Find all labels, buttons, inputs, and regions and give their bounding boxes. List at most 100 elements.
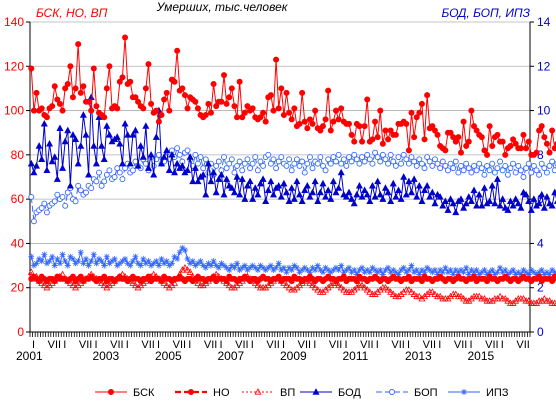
data-point xyxy=(51,153,59,160)
x-month-label: VII xyxy=(173,339,186,351)
data-point xyxy=(239,264,246,271)
data-point xyxy=(217,170,225,178)
data-point xyxy=(510,267,517,273)
data-point xyxy=(221,154,227,161)
data-point xyxy=(27,268,35,275)
data-point xyxy=(223,278,230,285)
chart-title: Умерших, тыс.человек xyxy=(156,0,289,14)
data-point xyxy=(520,174,527,180)
data-point xyxy=(465,193,473,200)
data-point xyxy=(260,109,267,116)
data-point xyxy=(484,278,491,285)
data-point xyxy=(551,145,556,152)
data-point xyxy=(267,160,274,167)
data-point xyxy=(309,188,317,196)
data-point xyxy=(176,151,183,158)
data-point xyxy=(96,169,102,176)
data-point xyxy=(145,258,152,265)
data-point xyxy=(395,271,402,278)
data-point xyxy=(301,169,308,176)
data-point xyxy=(369,264,376,271)
data-point xyxy=(90,251,97,258)
data-point xyxy=(538,190,546,198)
x-month-label: I xyxy=(126,339,129,351)
x-month-label: VII xyxy=(79,339,92,351)
data-point xyxy=(325,87,332,94)
data-point xyxy=(241,109,248,116)
data-point xyxy=(455,269,462,276)
x-month-label: VII xyxy=(391,339,404,351)
data-point xyxy=(533,271,540,278)
data-point xyxy=(332,107,339,114)
right-tick-label: 0 xyxy=(537,325,544,339)
data-point xyxy=(270,107,277,114)
data-point xyxy=(275,105,282,112)
data-point xyxy=(223,175,231,182)
data-point xyxy=(197,258,204,265)
data-point xyxy=(536,273,543,280)
data-point xyxy=(280,112,287,119)
data-point xyxy=(361,123,368,130)
data-point xyxy=(249,195,257,202)
data-point xyxy=(46,258,53,265)
data-point xyxy=(205,100,212,107)
data-point xyxy=(502,151,509,158)
data-point xyxy=(387,197,395,205)
data-point xyxy=(129,131,137,138)
data-point xyxy=(398,267,405,273)
data-point xyxy=(103,85,110,92)
data-point xyxy=(439,158,446,165)
data-point xyxy=(530,269,537,276)
data-point xyxy=(329,177,337,185)
data-point xyxy=(178,162,186,169)
data-point xyxy=(429,162,436,169)
data-point xyxy=(447,129,454,136)
data-point xyxy=(51,198,58,205)
data-point xyxy=(535,199,543,207)
data-point xyxy=(304,160,311,167)
x-axis: I VII I VII I VII I VII I VII I VII I VII I VII I VII I VII… xyxy=(16,331,531,363)
data-point xyxy=(92,159,100,167)
data-point xyxy=(234,114,241,121)
data-point xyxy=(452,290,460,297)
data-point xyxy=(402,190,410,198)
x-month-label: VII xyxy=(454,339,467,351)
data-point xyxy=(403,269,410,276)
data-point xyxy=(85,170,93,178)
data-point xyxy=(186,268,194,275)
data-point xyxy=(327,127,334,134)
data-point xyxy=(385,136,392,143)
data-point xyxy=(311,177,319,185)
data-point xyxy=(296,162,303,169)
data-point xyxy=(340,273,347,280)
data-point xyxy=(507,165,514,172)
legend-label: ИПЗ xyxy=(486,387,509,399)
data-point xyxy=(53,175,61,182)
legend-item-БСК: БСК xyxy=(95,387,155,399)
data-point xyxy=(75,258,82,265)
x-month-label: I xyxy=(345,339,348,351)
data-point xyxy=(116,78,123,85)
data-point xyxy=(59,193,66,200)
data-point xyxy=(163,89,170,96)
data-point xyxy=(416,156,423,163)
data-point xyxy=(116,139,124,147)
data-point xyxy=(415,292,423,300)
data-point xyxy=(85,98,92,105)
data-point xyxy=(363,190,371,198)
x-year-label: 2007 xyxy=(218,349,245,363)
data-point xyxy=(413,193,421,200)
data-point xyxy=(314,160,321,167)
data-point xyxy=(392,162,399,169)
data-point xyxy=(337,168,345,176)
data-point xyxy=(228,156,235,163)
data-point xyxy=(335,116,342,123)
data-point xyxy=(484,271,491,278)
data-point xyxy=(494,131,501,138)
data-point xyxy=(74,159,82,167)
data-point xyxy=(512,271,519,278)
data-point xyxy=(254,190,262,198)
data-point xyxy=(324,186,332,193)
data-point xyxy=(293,177,301,185)
data-point xyxy=(36,278,43,285)
